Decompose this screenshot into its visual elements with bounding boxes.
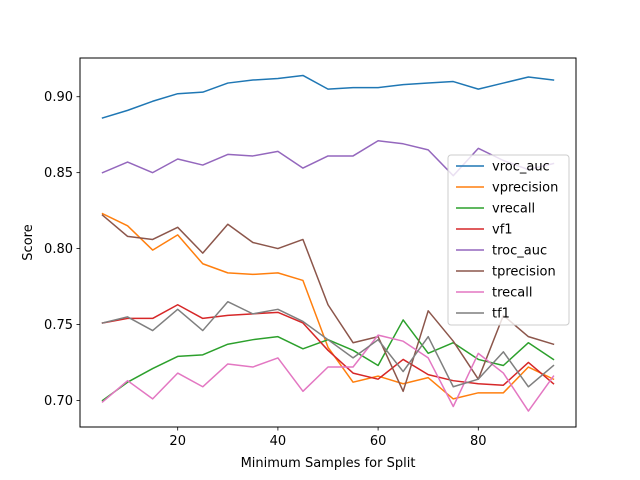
legend-box (447, 154, 570, 326)
x-tick-label: 20 (169, 434, 186, 449)
y-tick-label: 0.75 (44, 318, 73, 333)
legend-label-tprecision: tprecision (492, 265, 556, 280)
series-line-tf1 (101, 300, 555, 388)
legend-label-trecall: trecall (492, 286, 533, 301)
legend-label-troc_auc: troc_auc (492, 244, 547, 259)
series-line-vprecision (101, 212, 555, 400)
legend-label-vf1: vf1 (492, 223, 513, 238)
tick-layer: 20 40 60 80 0.70 0.75 0.80 0.85 0.90 (44, 90, 487, 449)
y-axis-label: Score (21, 224, 36, 260)
y-tick-label: 0.80 (44, 242, 73, 257)
series-layer (101, 74, 555, 412)
plot-frame (79, 57, 577, 428)
x-tick-label: 40 (270, 434, 287, 449)
x-tick-label: 60 (370, 434, 387, 449)
series-line-troc_auc (101, 140, 555, 177)
x-tick-label: 80 (470, 434, 487, 449)
y-tick-label: 0.85 (44, 166, 73, 181)
legend-label-vroc_auc: vroc_auc (492, 160, 550, 175)
legend: vroc_auc vprecision vrecall vf1 troc_auctpre… (447, 154, 570, 326)
series-line-trecall (101, 334, 555, 412)
legend-label-vprecision: vprecision (492, 181, 558, 196)
series-line-vf1 (101, 304, 555, 386)
legend-label-tf1: tf1 (492, 307, 510, 322)
y-tick-label: 0.90 (44, 90, 73, 105)
x-axis-label: Minimum Samples for Split (241, 456, 416, 471)
series-line-vroc_auc (101, 74, 555, 119)
legend-label-vrecall: vrecall (492, 202, 535, 217)
y-tick-label: 0.70 (44, 394, 73, 409)
